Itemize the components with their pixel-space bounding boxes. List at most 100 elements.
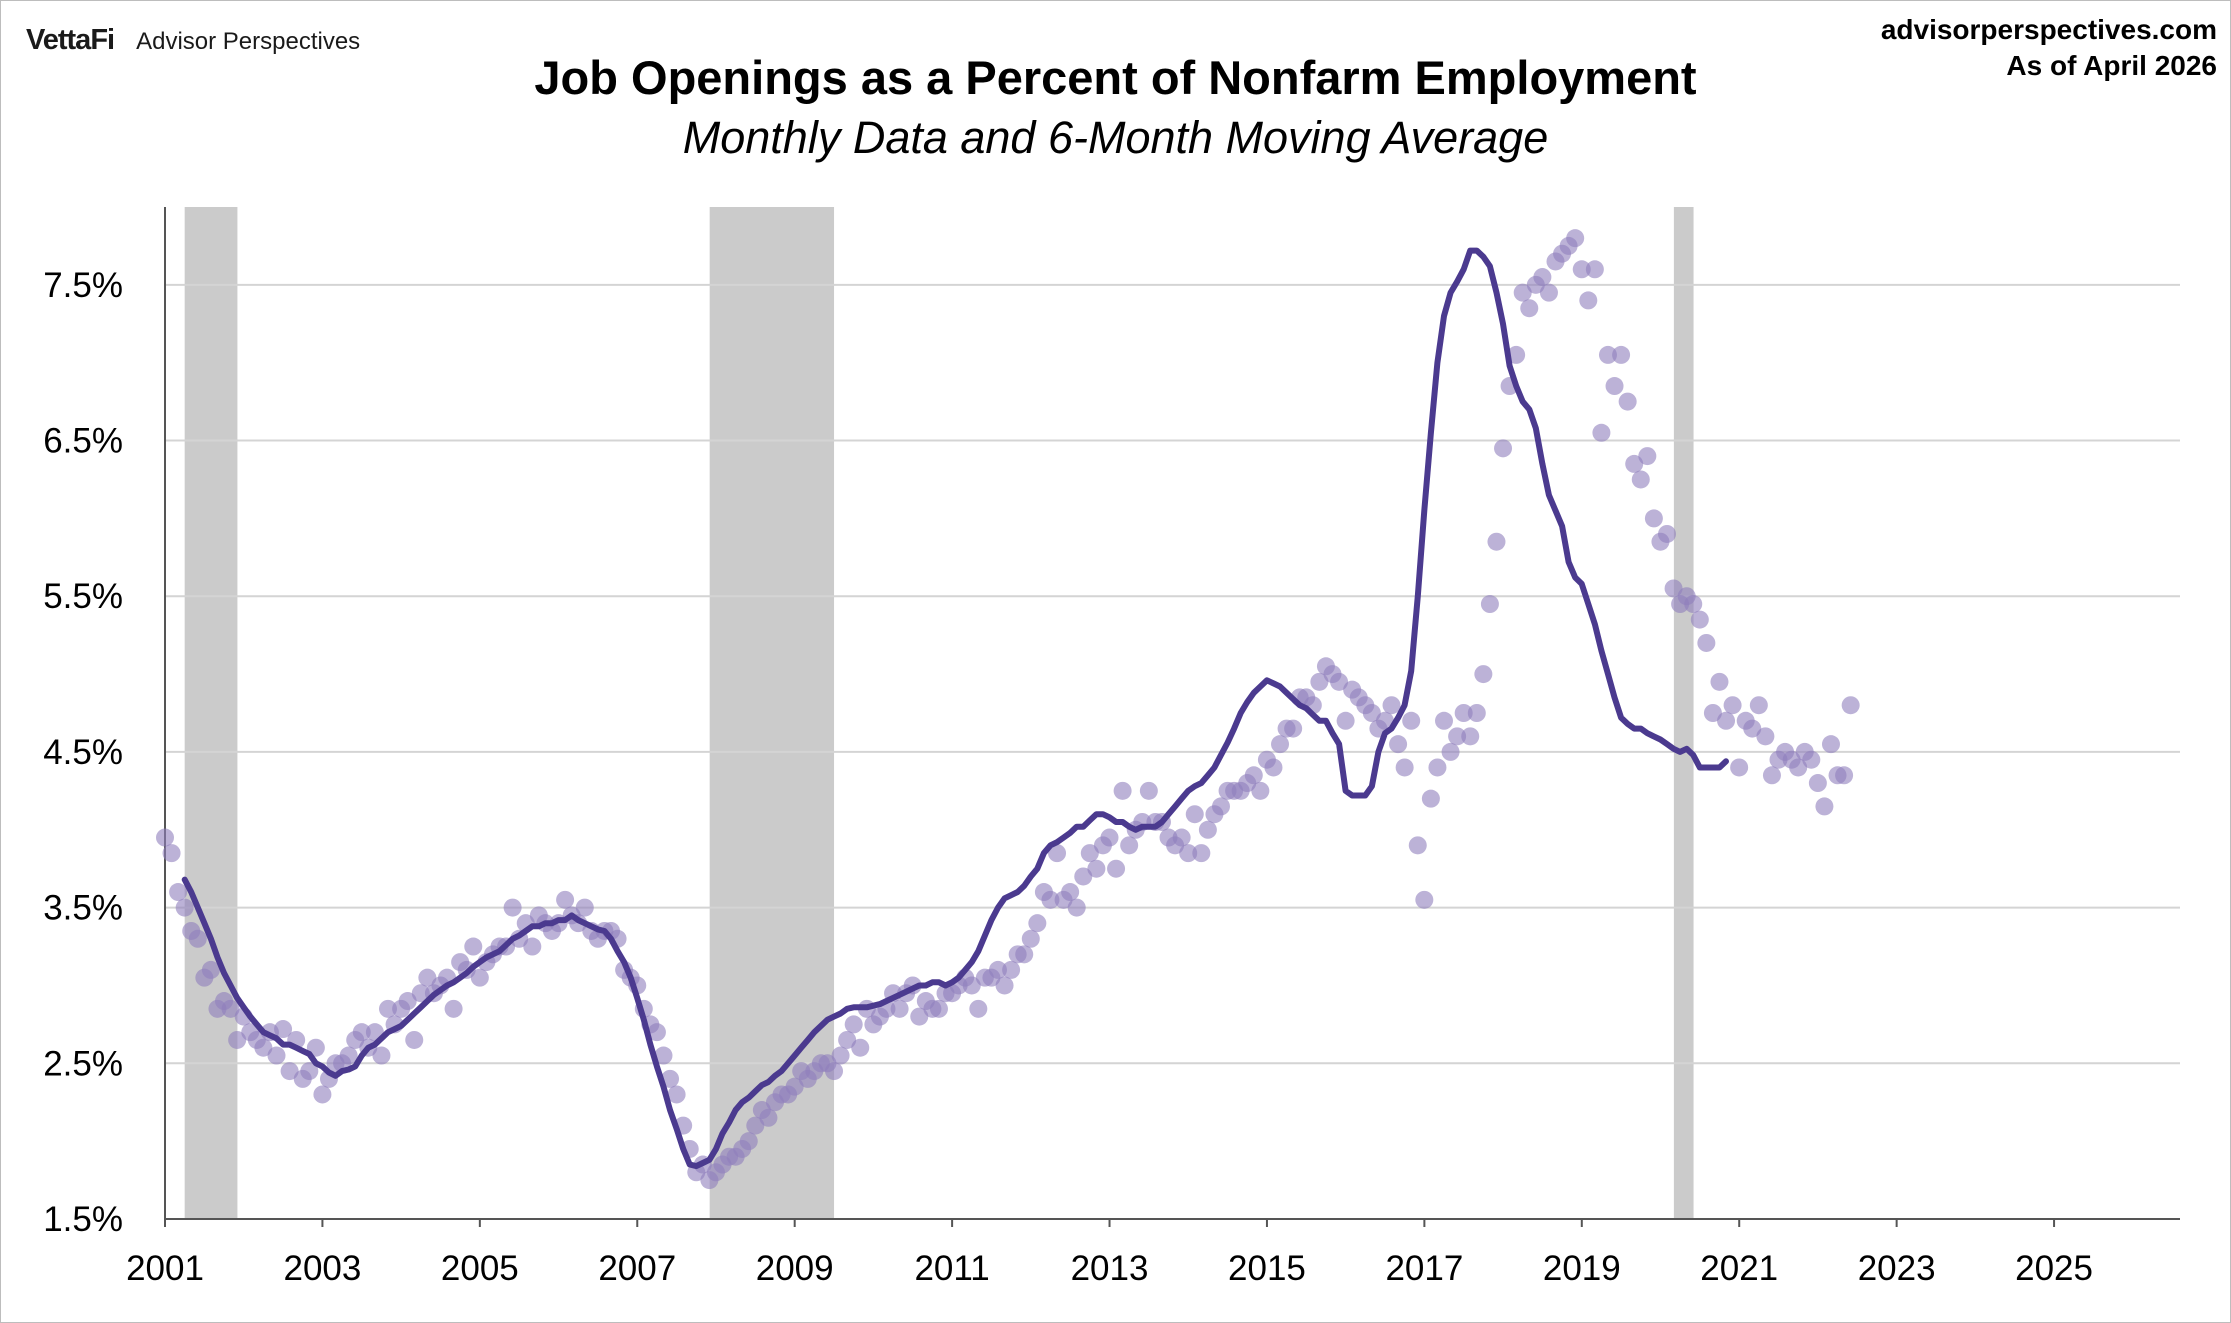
data-point (1428, 758, 1447, 777)
data-point (1061, 883, 1080, 902)
data-point (1139, 781, 1158, 800)
data-point (1021, 929, 1040, 948)
data-point (739, 1132, 758, 1151)
data-point (523, 937, 542, 956)
recession-band (709, 207, 835, 1219)
data-point (962, 976, 981, 995)
x-tick-label: 2009 (756, 1249, 834, 1288)
data-point (1074, 867, 1093, 886)
data-point (1264, 758, 1283, 777)
data-point (1487, 532, 1506, 551)
data-point (1421, 789, 1440, 808)
data-point (1048, 844, 1067, 863)
brand-name: Advisor Perspectives (136, 28, 361, 55)
data-point (1592, 423, 1611, 442)
data-point (647, 1023, 666, 1042)
data-point (851, 1038, 870, 1057)
data-point (1658, 524, 1677, 543)
data-point (1717, 711, 1736, 730)
data-point (1789, 758, 1808, 777)
data-point (1113, 781, 1132, 800)
data-point (1762, 766, 1781, 785)
data-point (1198, 820, 1217, 839)
moving-average-line (181, 247, 1729, 1170)
data-point (1120, 836, 1139, 855)
data-point (352, 1023, 371, 1042)
chart-title: Job Openings as a Percent of Nonfarm Emp… (534, 51, 1697, 104)
data-point (1697, 633, 1716, 652)
data-point (1087, 859, 1106, 878)
data-point (339, 1046, 358, 1065)
data-point (831, 1046, 850, 1065)
data-point (1375, 711, 1394, 730)
x-tick-label: 2019 (1543, 1249, 1621, 1288)
x-tick-label: 2017 (1385, 1249, 1463, 1288)
data-point (1271, 735, 1290, 754)
data-point (1579, 291, 1598, 310)
data-point (1041, 890, 1060, 909)
data-point (1821, 735, 1840, 754)
data-point (1631, 470, 1650, 489)
data-point (1723, 696, 1742, 715)
data-point (1605, 377, 1624, 396)
data-point (372, 1046, 391, 1065)
data-point (1067, 898, 1086, 917)
data-point (1192, 844, 1211, 863)
data-point (1835, 766, 1854, 785)
data-point (1107, 859, 1126, 878)
site-url: advisorperspectives.com (1880, 14, 2217, 45)
data-point (1179, 844, 1198, 863)
data-point (575, 898, 594, 917)
data-point (785, 1077, 804, 1096)
data-point (1441, 742, 1460, 761)
recession-band (184, 207, 238, 1219)
recession-band (1673, 207, 1694, 1219)
y-tick-label: 7.5% (43, 266, 123, 305)
data-point (274, 1020, 293, 1039)
data-point (746, 1116, 765, 1135)
x-tick-label: 2003 (283, 1249, 361, 1288)
x-tick-label: 2013 (1071, 1249, 1149, 1288)
data-point (1244, 766, 1263, 785)
data-point (1539, 283, 1558, 302)
data-point (464, 937, 483, 956)
x-tick-label: 2001 (126, 1249, 204, 1288)
data-point (1507, 345, 1526, 364)
data-point (1467, 704, 1486, 722)
data-point (169, 883, 188, 902)
x-tick-label: 2023 (1858, 1249, 1936, 1288)
data-point (1585, 260, 1604, 279)
data-point (267, 1046, 286, 1065)
data-point (1841, 696, 1860, 715)
data-point (300, 1062, 319, 1081)
y-tick-label: 4.5% (43, 733, 123, 772)
data-point (201, 960, 220, 979)
data-point (444, 999, 463, 1018)
data-point (1382, 696, 1401, 715)
data-point (1618, 392, 1637, 411)
data-point (1461, 727, 1480, 746)
data-point (1533, 268, 1552, 287)
data-point (1454, 704, 1473, 722)
data-point (1448, 727, 1467, 746)
data-point (175, 898, 194, 917)
data-point (313, 1085, 332, 1104)
data-point (1310, 672, 1329, 691)
data-point (1494, 439, 1513, 458)
data-point (910, 1007, 929, 1026)
data-point (995, 976, 1014, 995)
data-point (1684, 595, 1703, 614)
data-point (1638, 447, 1657, 466)
x-tick-label: 2007 (598, 1249, 676, 1288)
data-point (759, 1108, 778, 1127)
data-point (1730, 758, 1749, 777)
data-point (929, 999, 948, 1018)
data-point (1808, 774, 1827, 793)
data-point (1015, 945, 1034, 964)
data-point (1644, 509, 1663, 528)
x-tick-label: 2021 (1700, 1249, 1778, 1288)
data-point (228, 1030, 247, 1049)
data-point (825, 1062, 844, 1081)
data-point (411, 984, 430, 1003)
